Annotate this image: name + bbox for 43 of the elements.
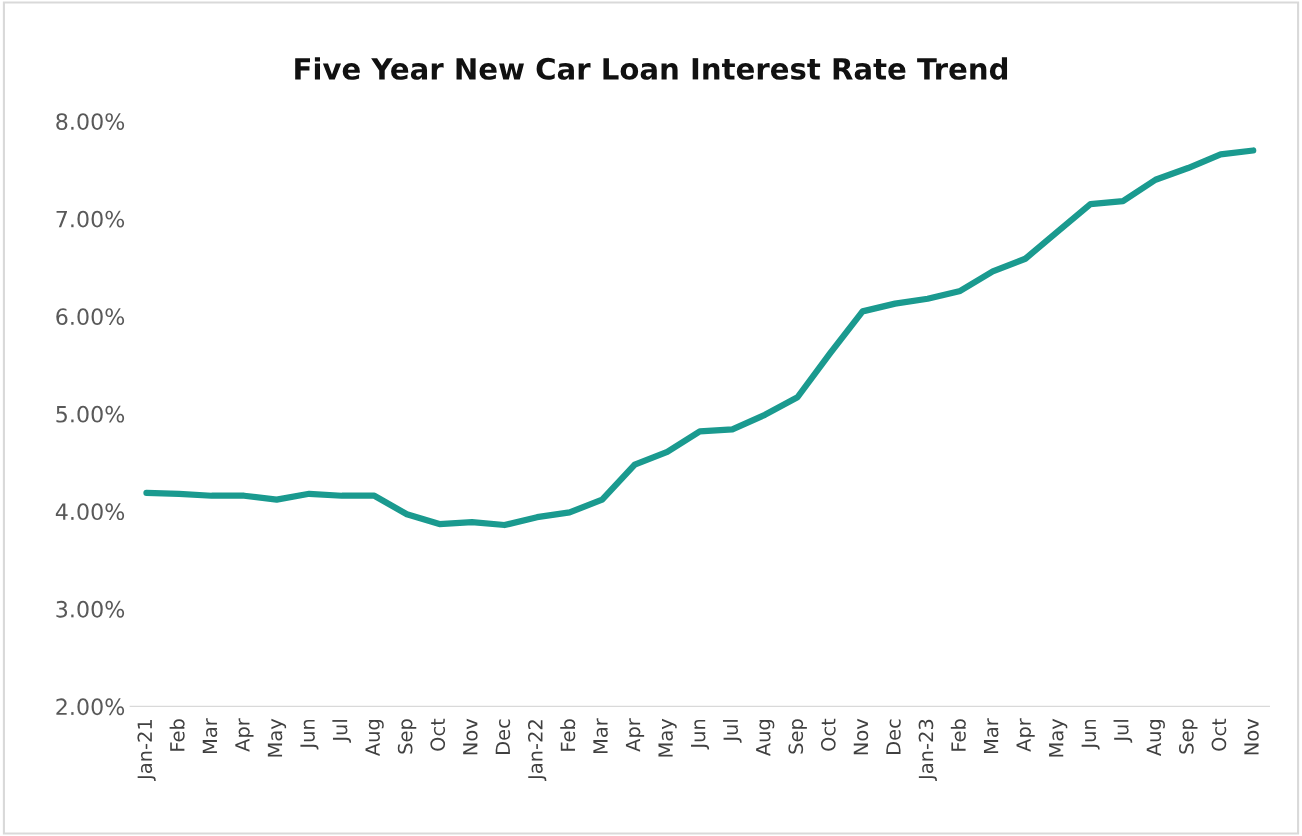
- x-tick-label: Apr: [235, 718, 254, 752]
- y-tick-label: 4.00%: [55, 503, 125, 521]
- x-tick-label: Jul: [1113, 720, 1133, 743]
- x-tick-label: Oct: [430, 718, 446, 751]
- y-tick-label: 7.00%: [56, 210, 125, 228]
- y-tick-label: 2.00%: [56, 698, 125, 716]
- x-tick-label: Sep: [397, 719, 417, 754]
- x-tick-label: Nov: [853, 718, 869, 755]
- y-tick-label: 3.00%: [56, 600, 125, 618]
- x-tick-label: Nov: [463, 718, 478, 755]
- x-tick-label: Jan-23: [918, 719, 937, 781]
- x-tick-label: Sep: [788, 719, 807, 754]
- x-tick-label: Dec: [495, 719, 511, 754]
- x-tick-label: Jul: [722, 720, 742, 743]
- x-tick-label: Jan-22: [528, 720, 547, 781]
- x-tick-label: Aug: [365, 719, 384, 757]
- x-tick-label: Aug: [1146, 719, 1165, 757]
- x-tick-label: May: [267, 718, 287, 757]
- x-tick-label: Jun: [691, 719, 710, 750]
- x-tick-label: Nov: [1244, 718, 1259, 755]
- x-tick-label: Apr: [1016, 718, 1035, 752]
- x-tick-label: Jun: [300, 719, 319, 750]
- x-tick-label: Sep: [1179, 719, 1198, 754]
- x-tick-label: Mar: [202, 718, 218, 753]
- chart-title: Five Year New Car Loan Interest Rate Trend: [295, 57, 1008, 80]
- x-tick-label: Feb: [169, 719, 185, 751]
- x-tick-label: Jun: [1081, 719, 1100, 750]
- x-tick-label: Mar: [593, 718, 608, 753]
- x-tick-label: Oct: [820, 718, 836, 751]
- x-tick-label: Apr: [625, 718, 645, 752]
- y-tick-label: 8.00%: [56, 113, 125, 130]
- x-tick-label: Mar: [983, 718, 999, 753]
- x-tick-label: May: [658, 718, 677, 757]
- y-tick-label: 5.00%: [56, 405, 125, 423]
- x-tick-label: Feb: [950, 719, 966, 751]
- x-tick-label: Aug: [756, 719, 775, 757]
- x-tick-label: Jul: [332, 720, 352, 743]
- x-tick-label: Dec: [886, 719, 901, 754]
- x-tick-label: May: [1049, 718, 1068, 757]
- x-tick-label: Feb: [560, 719, 576, 751]
- x-tick-label: Oct: [1211, 718, 1227, 751]
- x-tick-label: Jan-21: [137, 720, 156, 781]
- y-tick-label: 6.00%: [56, 308, 125, 326]
